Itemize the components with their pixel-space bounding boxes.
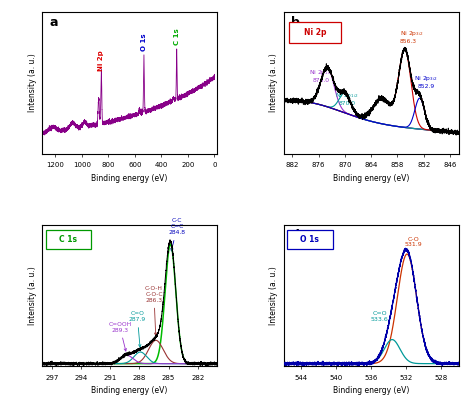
Text: b: b	[291, 16, 300, 29]
Text: C=O
533.6: C=O 533.6	[371, 311, 389, 322]
Text: O 1s: O 1s	[141, 34, 147, 51]
Text: Ni 2p$_{3/2}$
852.9: Ni 2p$_{3/2}$ 852.9	[414, 74, 438, 89]
Text: a: a	[49, 16, 58, 29]
Text: C 1s: C 1s	[59, 235, 77, 244]
X-axis label: Binding energy (eV): Binding energy (eV)	[333, 386, 410, 395]
Text: Ni 2p: Ni 2p	[98, 50, 104, 71]
Text: c: c	[49, 229, 57, 242]
Y-axis label: Intensity (a. u.): Intensity (a. u.)	[269, 54, 278, 112]
Y-axis label: Intensity (a. u.): Intensity (a. u.)	[28, 266, 37, 325]
Text: C=O
287.9: C=O 287.9	[129, 311, 146, 347]
Y-axis label: Intensity (a. u.): Intensity (a. u.)	[269, 266, 278, 325]
FancyBboxPatch shape	[45, 230, 91, 249]
Text: O 1s: O 1s	[300, 235, 319, 244]
Text: Ni 2p$_{1/2}$
874.0: Ni 2p$_{1/2}$ 874.0	[309, 68, 333, 83]
Text: C-O-H
C-O-C
286.3: C-O-H C-O-C 286.3	[145, 286, 163, 335]
X-axis label: Binding energy (eV): Binding energy (eV)	[91, 174, 168, 183]
Text: C=OOH
289.3: C=OOH 289.3	[108, 322, 132, 351]
Text: Ni 2p: Ni 2p	[304, 28, 326, 37]
FancyBboxPatch shape	[287, 230, 333, 249]
Text: Ni 2p$_{1/2}$
870.0: Ni 2p$_{1/2}$ 870.0	[335, 92, 359, 105]
Y-axis label: Intensity (a. u.): Intensity (a. u.)	[28, 54, 37, 112]
X-axis label: Binding energy (eV): Binding energy (eV)	[91, 386, 168, 395]
Text: C-O
531.9: C-O 531.9	[404, 236, 422, 247]
Text: C-C
C=C
284.8: C-C C=C 284.8	[169, 219, 186, 251]
X-axis label: Binding energy (eV): Binding energy (eV)	[333, 174, 410, 183]
Text: Ni 2p$_{3/2}$
856.3: Ni 2p$_{3/2}$ 856.3	[400, 29, 424, 44]
FancyBboxPatch shape	[289, 22, 341, 44]
Text: d: d	[291, 229, 300, 242]
Text: C 1s: C 1s	[174, 28, 180, 45]
